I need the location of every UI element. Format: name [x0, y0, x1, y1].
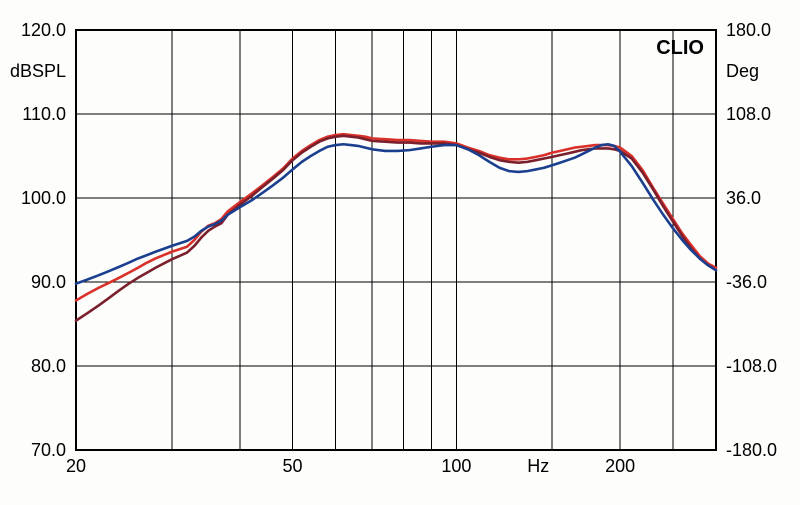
frequency-response-chart: 70.0 80.0 90.0 100.0 110.0 120.0 dBSPL -180.0 -1… [0, 0, 800, 505]
y-left-tick-label: 80.0 [31, 356, 66, 376]
brand-label: CLIO [656, 37, 704, 59]
y-left-unit-label: dBSPL [10, 61, 66, 81]
y-right-tick-label: 180.0 [726, 20, 771, 40]
x-unit-label: Hz [527, 456, 549, 476]
y-left-tick-label: 100.0 [21, 188, 66, 208]
x-tick-label: 200 [605, 456, 635, 476]
y-left-tick-label: 70.0 [31, 440, 66, 460]
y-right-tick-label: 108.0 [726, 104, 771, 124]
y-right-tick-label: 36.0 [726, 188, 761, 208]
y-left-tick-label: 110.0 [22, 104, 66, 124]
y-left-tick-label: 120.0 [21, 20, 66, 40]
y-right-tick-label: -108.0 [726, 356, 777, 376]
x-tick-label: 20 [66, 456, 86, 476]
y-right-unit-label: Deg [726, 61, 759, 81]
chart-container: 70.0 80.0 90.0 100.0 110.0 120.0 dBSPL -180.0 -1… [0, 0, 800, 505]
y-left-tick-label: 90.0 [31, 272, 66, 292]
x-tick-label: 100 [441, 456, 471, 476]
x-tick-label: 50 [283, 456, 303, 476]
y-right-tick-label: -180.0 [726, 440, 777, 460]
y-right-tick-label: -36.0 [726, 272, 767, 292]
